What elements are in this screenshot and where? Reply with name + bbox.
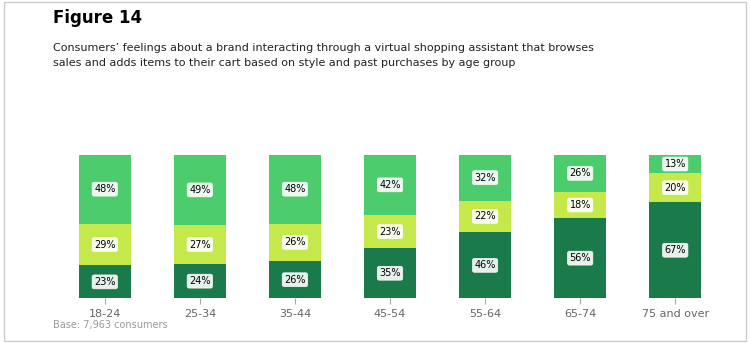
Text: 24%: 24% <box>189 276 211 286</box>
Text: 48%: 48% <box>94 184 116 194</box>
Text: 56%: 56% <box>569 253 591 263</box>
Text: 13%: 13% <box>664 159 686 169</box>
Bar <box>649 155 701 173</box>
Text: 35%: 35% <box>380 268 400 278</box>
Text: 32%: 32% <box>474 173 496 183</box>
Text: Base: 7,963 consumers: Base: 7,963 consumers <box>53 320 167 330</box>
Bar <box>268 155 321 224</box>
Text: 26%: 26% <box>284 237 306 247</box>
Bar <box>649 173 701 202</box>
Bar <box>174 155 226 225</box>
Bar <box>79 265 131 298</box>
Bar <box>554 192 606 218</box>
Text: 23%: 23% <box>94 277 116 287</box>
Text: 26%: 26% <box>569 168 591 178</box>
Text: 67%: 67% <box>664 245 686 255</box>
Bar <box>174 225 226 264</box>
Text: 29%: 29% <box>94 239 116 249</box>
Bar <box>268 261 321 298</box>
Text: 49%: 49% <box>189 185 211 195</box>
Bar <box>364 248 416 298</box>
Text: 20%: 20% <box>664 183 686 193</box>
Bar <box>268 224 321 261</box>
Text: 46%: 46% <box>475 260 496 270</box>
Text: 26%: 26% <box>284 275 306 285</box>
Text: 22%: 22% <box>474 212 496 222</box>
Bar <box>554 218 606 298</box>
Bar <box>554 155 606 192</box>
Bar <box>459 232 512 298</box>
Bar <box>79 155 131 224</box>
Bar <box>649 202 701 298</box>
Bar <box>364 155 416 215</box>
Bar <box>364 215 416 248</box>
Bar <box>174 264 226 298</box>
Text: Figure 14: Figure 14 <box>53 9 142 26</box>
Text: 23%: 23% <box>380 227 400 237</box>
Text: 48%: 48% <box>284 184 305 194</box>
Text: 27%: 27% <box>189 239 211 249</box>
Bar <box>459 155 512 201</box>
Text: Consumers’ feelings about a brand interacting through a virtual shopping assista: Consumers’ feelings about a brand intera… <box>53 43 593 68</box>
Bar <box>459 201 512 232</box>
Text: 18%: 18% <box>569 200 591 210</box>
Bar <box>79 224 131 265</box>
Text: 42%: 42% <box>380 180 400 190</box>
